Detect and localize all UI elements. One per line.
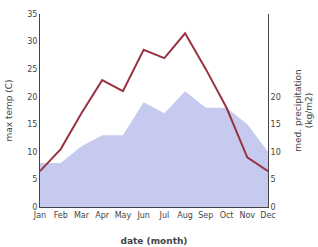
svg-text:15: 15	[271, 120, 281, 129]
svg-text:max temp (C): max temp (C)	[4, 79, 14, 141]
svg-text:0: 0	[32, 203, 37, 212]
svg-text:20: 20	[27, 93, 37, 102]
svg-text:5: 5	[32, 175, 37, 184]
svg-text:Dec: Dec	[260, 211, 275, 220]
svg-text:Feb: Feb	[54, 211, 68, 220]
svg-text:Nov: Nov	[239, 211, 255, 220]
svg-text:date (month): date (month)	[121, 236, 188, 246]
svg-text:30: 30	[27, 37, 37, 46]
svg-text:10: 10	[27, 148, 37, 157]
svg-text:Sep: Sep	[198, 211, 213, 220]
svg-text:May: May	[115, 211, 132, 220]
svg-text:20: 20	[271, 93, 281, 102]
svg-text:25: 25	[27, 65, 37, 74]
svg-text:Jan: Jan	[33, 211, 46, 220]
svg-text:5: 5	[271, 175, 276, 184]
svg-text:Apr: Apr	[95, 211, 110, 220]
svg-text:0: 0	[271, 203, 276, 212]
svg-text:Aug: Aug	[177, 211, 193, 220]
svg-text:med. precipitation(kg/m2): med. precipitation(kg/m2)	[293, 69, 315, 151]
svg-text:15: 15	[27, 120, 37, 129]
svg-text:35: 35	[27, 10, 37, 19]
svg-text:Jun: Jun	[136, 211, 150, 220]
svg-text:Jul: Jul	[159, 211, 170, 220]
svg-text:Mar: Mar	[74, 211, 90, 220]
svg-text:10: 10	[271, 148, 281, 157]
svg-text:Oct: Oct	[220, 211, 234, 220]
